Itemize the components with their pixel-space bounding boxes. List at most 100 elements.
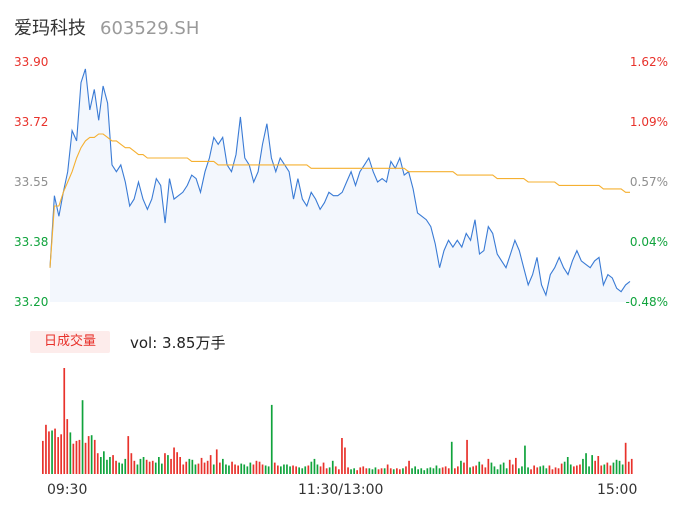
stock-header: 爱玛科技 603529.SH bbox=[14, 14, 199, 40]
volume-bar bbox=[51, 430, 53, 474]
volume-bar bbox=[118, 462, 120, 474]
volume-bar bbox=[255, 460, 258, 475]
volume-bar bbox=[72, 443, 75, 474]
volume-bar bbox=[576, 465, 578, 474]
volume-bar bbox=[319, 466, 322, 474]
volume-bar bbox=[228, 465, 230, 474]
volume-bar bbox=[392, 469, 395, 474]
volume-bar bbox=[130, 453, 133, 474]
volume-bar bbox=[612, 462, 615, 474]
volume-bar bbox=[240, 463, 243, 474]
volume-bar bbox=[383, 468, 386, 474]
volume-bar bbox=[417, 469, 419, 474]
volume-bar bbox=[121, 463, 123, 474]
volume-bar bbox=[313, 458, 316, 474]
volume-bar bbox=[414, 466, 416, 474]
volume-bar bbox=[600, 465, 603, 474]
volume-bar bbox=[173, 447, 175, 474]
volume-bar bbox=[389, 468, 392, 474]
volume-bar bbox=[508, 459, 511, 474]
volume-bar bbox=[386, 464, 389, 474]
volume-bar bbox=[438, 468, 441, 474]
volume-bar bbox=[588, 466, 590, 474]
volume-bar bbox=[566, 457, 569, 474]
stock-code: 603529.SH bbox=[100, 18, 200, 39]
volume-bar bbox=[399, 469, 401, 474]
volume-bar bbox=[197, 463, 200, 474]
volume-bar bbox=[353, 468, 355, 474]
volume-bar bbox=[215, 449, 218, 474]
volume-bar bbox=[304, 466, 307, 474]
volume-bar bbox=[179, 457, 181, 474]
volume-bar bbox=[151, 460, 154, 475]
volume-bar bbox=[511, 464, 514, 474]
volume-bar bbox=[463, 462, 465, 474]
volume-bar bbox=[457, 466, 459, 474]
volume-bar bbox=[145, 459, 148, 474]
volume-bar bbox=[292, 465, 294, 474]
volume-bar bbox=[594, 460, 596, 475]
y-right-tick: 1.62% bbox=[629, 55, 668, 69]
volume-bar bbox=[536, 467, 539, 474]
volume-bar bbox=[139, 458, 142, 474]
y-left-tick: 33.90 bbox=[14, 55, 49, 69]
volume-bar bbox=[408, 460, 410, 475]
volume-bar bbox=[69, 432, 72, 474]
volume-bar bbox=[81, 400, 84, 474]
volume-bar bbox=[206, 460, 209, 475]
volume-bar bbox=[490, 462, 493, 474]
volume-bar bbox=[499, 464, 502, 474]
volume-bar bbox=[194, 464, 197, 474]
volume-bar bbox=[261, 464, 264, 474]
volume-bar bbox=[277, 465, 279, 474]
volume-bar bbox=[237, 465, 239, 474]
volume-bar bbox=[148, 461, 151, 474]
volume-bar bbox=[115, 460, 117, 475]
volume-bar bbox=[212, 464, 215, 474]
volume-bar bbox=[560, 463, 563, 474]
volume-bar bbox=[301, 468, 304, 474]
volume-bar bbox=[542, 465, 545, 474]
volume-bar bbox=[591, 455, 593, 474]
volume-bar bbox=[93, 439, 96, 474]
y-left-tick: 33.55 bbox=[14, 175, 49, 189]
volume-bar bbox=[167, 455, 169, 474]
volume-bar bbox=[368, 468, 371, 474]
volume-period-tab[interactable]: 日成交量 bbox=[30, 331, 110, 353]
volume-bar bbox=[270, 404, 273, 474]
volume-bar bbox=[54, 428, 56, 474]
volume-bar bbox=[402, 468, 404, 474]
volume-bar bbox=[597, 456, 600, 474]
volume-bar bbox=[96, 453, 99, 474]
price-line bbox=[49, 68, 631, 297]
volume-bar bbox=[627, 461, 630, 474]
volume-bar bbox=[188, 458, 191, 474]
volume-bar bbox=[624, 442, 627, 474]
y-left-tick: 33.38 bbox=[14, 235, 49, 249]
volume-bar bbox=[539, 466, 542, 474]
volume-bar bbox=[231, 461, 233, 474]
volume-bar bbox=[475, 465, 477, 474]
volume-bar bbox=[325, 468, 328, 474]
volume-bar bbox=[435, 465, 438, 474]
volume-bar bbox=[286, 464, 288, 474]
volume-bar bbox=[603, 464, 606, 474]
volume-bar bbox=[426, 468, 429, 474]
volume-bar bbox=[405, 466, 407, 474]
volume-bar bbox=[45, 424, 47, 474]
volume-bar bbox=[154, 462, 157, 474]
volume-bar bbox=[133, 460, 136, 475]
y-left-tick: 33.20 bbox=[14, 295, 49, 309]
volume-bar bbox=[264, 465, 267, 474]
volume-bar bbox=[371, 469, 374, 474]
volume-bar bbox=[615, 459, 618, 474]
volume-bar bbox=[328, 467, 331, 474]
volume-bar bbox=[466, 439, 468, 474]
volume-bar bbox=[557, 468, 560, 474]
volume-bar bbox=[57, 437, 59, 474]
volume-bar bbox=[280, 466, 282, 474]
volume-bar bbox=[521, 466, 523, 474]
volume-bar bbox=[258, 461, 261, 474]
volume-bar bbox=[377, 469, 380, 474]
